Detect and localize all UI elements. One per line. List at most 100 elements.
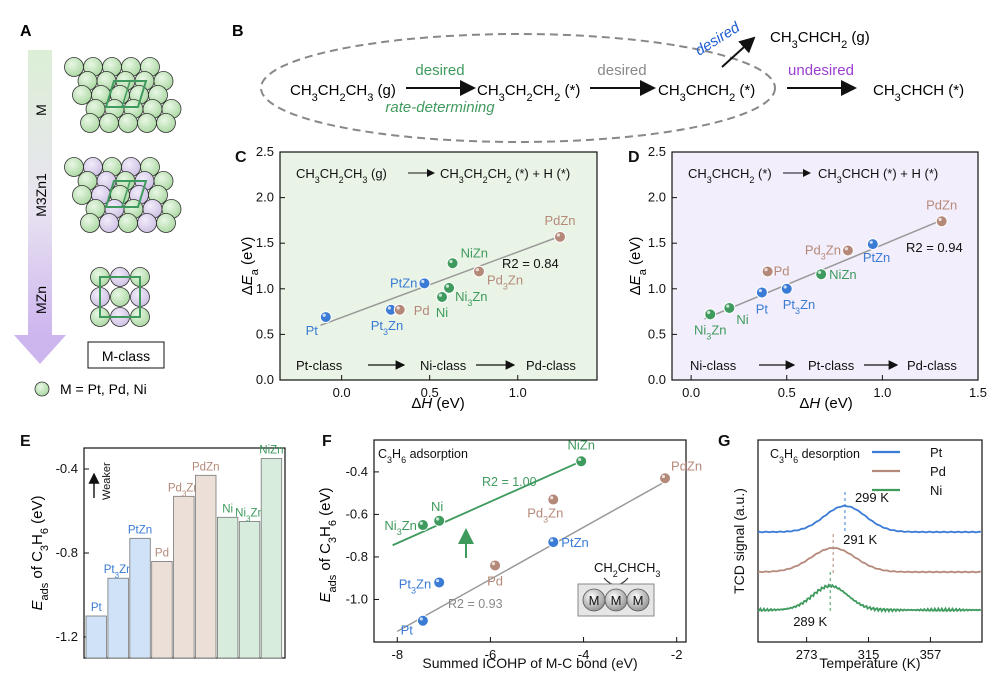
bar-label-pdzn: PdZn <box>192 461 220 473</box>
point-pt-highlight <box>322 313 326 317</box>
point-ni-highlight <box>726 304 730 308</box>
y-tick-label: 0.5 <box>256 326 274 341</box>
point-label-nizn: NiZn <box>567 437 594 452</box>
bar-pt <box>85 615 107 659</box>
point-ni3zn-highlight <box>419 521 423 525</box>
trend-pd-class: Pd-class <box>907 358 957 373</box>
trend-pt-class: Pt-class <box>808 358 855 373</box>
point-pd3zn-highlight <box>844 247 848 251</box>
y-axis-label-f: Eads of C3H6 (eV) <box>317 487 339 602</box>
arrow-label-m: M <box>33 104 49 116</box>
panel-d-chart: 0.0 0.5 1.0 1.5 0.0 0.5 1.0 1.5 2.0 2.5 D CH3CHCH2 … <box>627 144 987 412</box>
inset-atom <box>626 588 650 612</box>
point-pt-highlight <box>758 289 762 293</box>
point-ptzn-highlight <box>421 279 425 284</box>
y-axis-label-d: ΔEa (eV) <box>627 237 649 296</box>
point-label-pd: Pd <box>774 263 790 278</box>
fit-line-pt-pd <box>396 479 668 633</box>
y-tick-label: -0.4 <box>346 464 368 479</box>
point-label-pt3zn: Pt3Zn <box>399 576 431 595</box>
point-label-pdzn: PdZn <box>671 458 702 473</box>
x-axis-label-c: ΔH (eV) <box>411 395 464 412</box>
bar-label-pt3zn: Pt3Zn <box>104 564 133 580</box>
point-label-pt: Pt <box>401 623 414 638</box>
point-ptzn <box>866 238 879 251</box>
panel-f-title: C3H6 adsorption <box>378 447 468 465</box>
inset-atom-label: M <box>633 593 644 608</box>
point-nizn <box>815 268 828 281</box>
bar-label-ni: Ni <box>222 503 233 515</box>
point-label-pd3zn: Pd3Zn <box>805 242 841 261</box>
point-label-ni: Ni <box>431 499 443 514</box>
step1-rate-determining: rate-determining <box>385 99 495 116</box>
panel-b: B CH3CH2CH3 (g) desired rate-determining… <box>232 19 964 143</box>
bar-label-ptzn: PtZn <box>128 524 152 536</box>
point-ni3zn <box>416 519 429 532</box>
point-pd-highlight <box>764 268 768 272</box>
y-tick-label: -0.4 <box>56 461 78 476</box>
point-ptzn <box>547 536 560 549</box>
r-squared-c: R2 = 0.84 <box>502 256 559 271</box>
inset-atom-label: M <box>611 593 622 608</box>
y-tick-label: 0.0 <box>648 372 666 387</box>
lattice-mzn <box>90 267 150 327</box>
legend-label-pd: Pd <box>930 464 946 479</box>
inset-atom-label: M <box>589 593 600 608</box>
y-tick-label: 1.0 <box>648 281 666 296</box>
point-pt3zn <box>780 282 793 295</box>
step1-label: desired <box>415 62 464 79</box>
y-tick-label: -0.6 <box>346 506 368 521</box>
legend-label-ni: Ni <box>930 483 942 498</box>
y-tick-label: 0.0 <box>256 372 274 387</box>
point-ni <box>433 514 446 527</box>
panel-a: A M M3Zn1 MZn M-class M = Pt, Pd, Ni <box>14 23 182 397</box>
step4-label: undesired <box>788 62 854 79</box>
point-label-pdzn: PdZn <box>544 213 575 228</box>
point-label-pd3zn: Pd3Zn <box>487 272 523 291</box>
bar-ni <box>216 516 239 659</box>
point-ptzn-highlight <box>869 240 873 244</box>
point-pt <box>755 286 768 299</box>
point-pd3zn <box>841 244 854 257</box>
bar-ni3zn <box>238 521 261 659</box>
point-label-ni: Ni <box>436 305 448 320</box>
m-class-box <box>87 341 165 369</box>
point-label-pt3zn: Pt3Zn <box>783 297 815 316</box>
r-squared-d: R2 = 0.94 <box>906 240 963 255</box>
point-label-nizn: NiZn <box>461 245 488 260</box>
panel-d-reactant: CH3CHCH2 (*) <box>688 166 772 185</box>
point-pdzn <box>659 472 672 485</box>
plot-frame <box>671 151 979 381</box>
plot-frame <box>373 439 687 643</box>
point-label-pt3zn: Pt3Zn <box>371 318 403 337</box>
point-label-ni3zn: Ni3Zn <box>384 518 416 537</box>
lattice-m3zn1 <box>64 157 182 233</box>
x-tick-label: 0.5 <box>778 385 796 400</box>
propane-gas: CH3CH2CH3 (g) <box>290 82 396 104</box>
panel-a-label: A <box>20 23 32 40</box>
point-ni3zn-highlight <box>445 284 450 288</box>
peak-label-ni: 289 K <box>793 614 827 629</box>
trend-pd-class: Pd-class <box>526 358 576 373</box>
inset-molecule-label: CH2CHCH3 <box>594 560 660 579</box>
panel-c-chart: 0.0 0.5 1.0 0.0 0.5 1.0 1.5 2.0 2.5 C CH3CH2CH3 (g… <box>235 144 598 412</box>
x-tick-label: 1.0 <box>509 385 527 400</box>
panel-f-chart: -8 -6 -4 -2 -0.4 -0.6 -0.8 -1.0 F C3H6 adsorption… <box>317 433 702 671</box>
x-tick-label: -8 <box>392 647 404 662</box>
composition-arrow-head <box>14 335 66 364</box>
bar-nizn <box>260 458 283 659</box>
point-nizn-highlight <box>578 457 582 462</box>
x-tick-label: -2 <box>671 647 683 662</box>
x-axis-label-f: Summed ICOHP of M-C bond (eV) <box>422 655 637 671</box>
trend-pt-class: Pt-class <box>296 358 343 373</box>
point-label-ptzn: PtZn <box>863 250 890 265</box>
point-label-pt: Pt <box>306 323 319 338</box>
point-pd <box>761 265 774 278</box>
point-pd3zn <box>473 265 486 278</box>
tpd-curve-pd <box>757 547 981 574</box>
point-pd3zn-highlight <box>475 268 480 272</box>
x-tick-label: 273 <box>796 647 818 662</box>
panel-f-label: F <box>322 433 332 450</box>
step3-arrow <box>721 36 756 68</box>
